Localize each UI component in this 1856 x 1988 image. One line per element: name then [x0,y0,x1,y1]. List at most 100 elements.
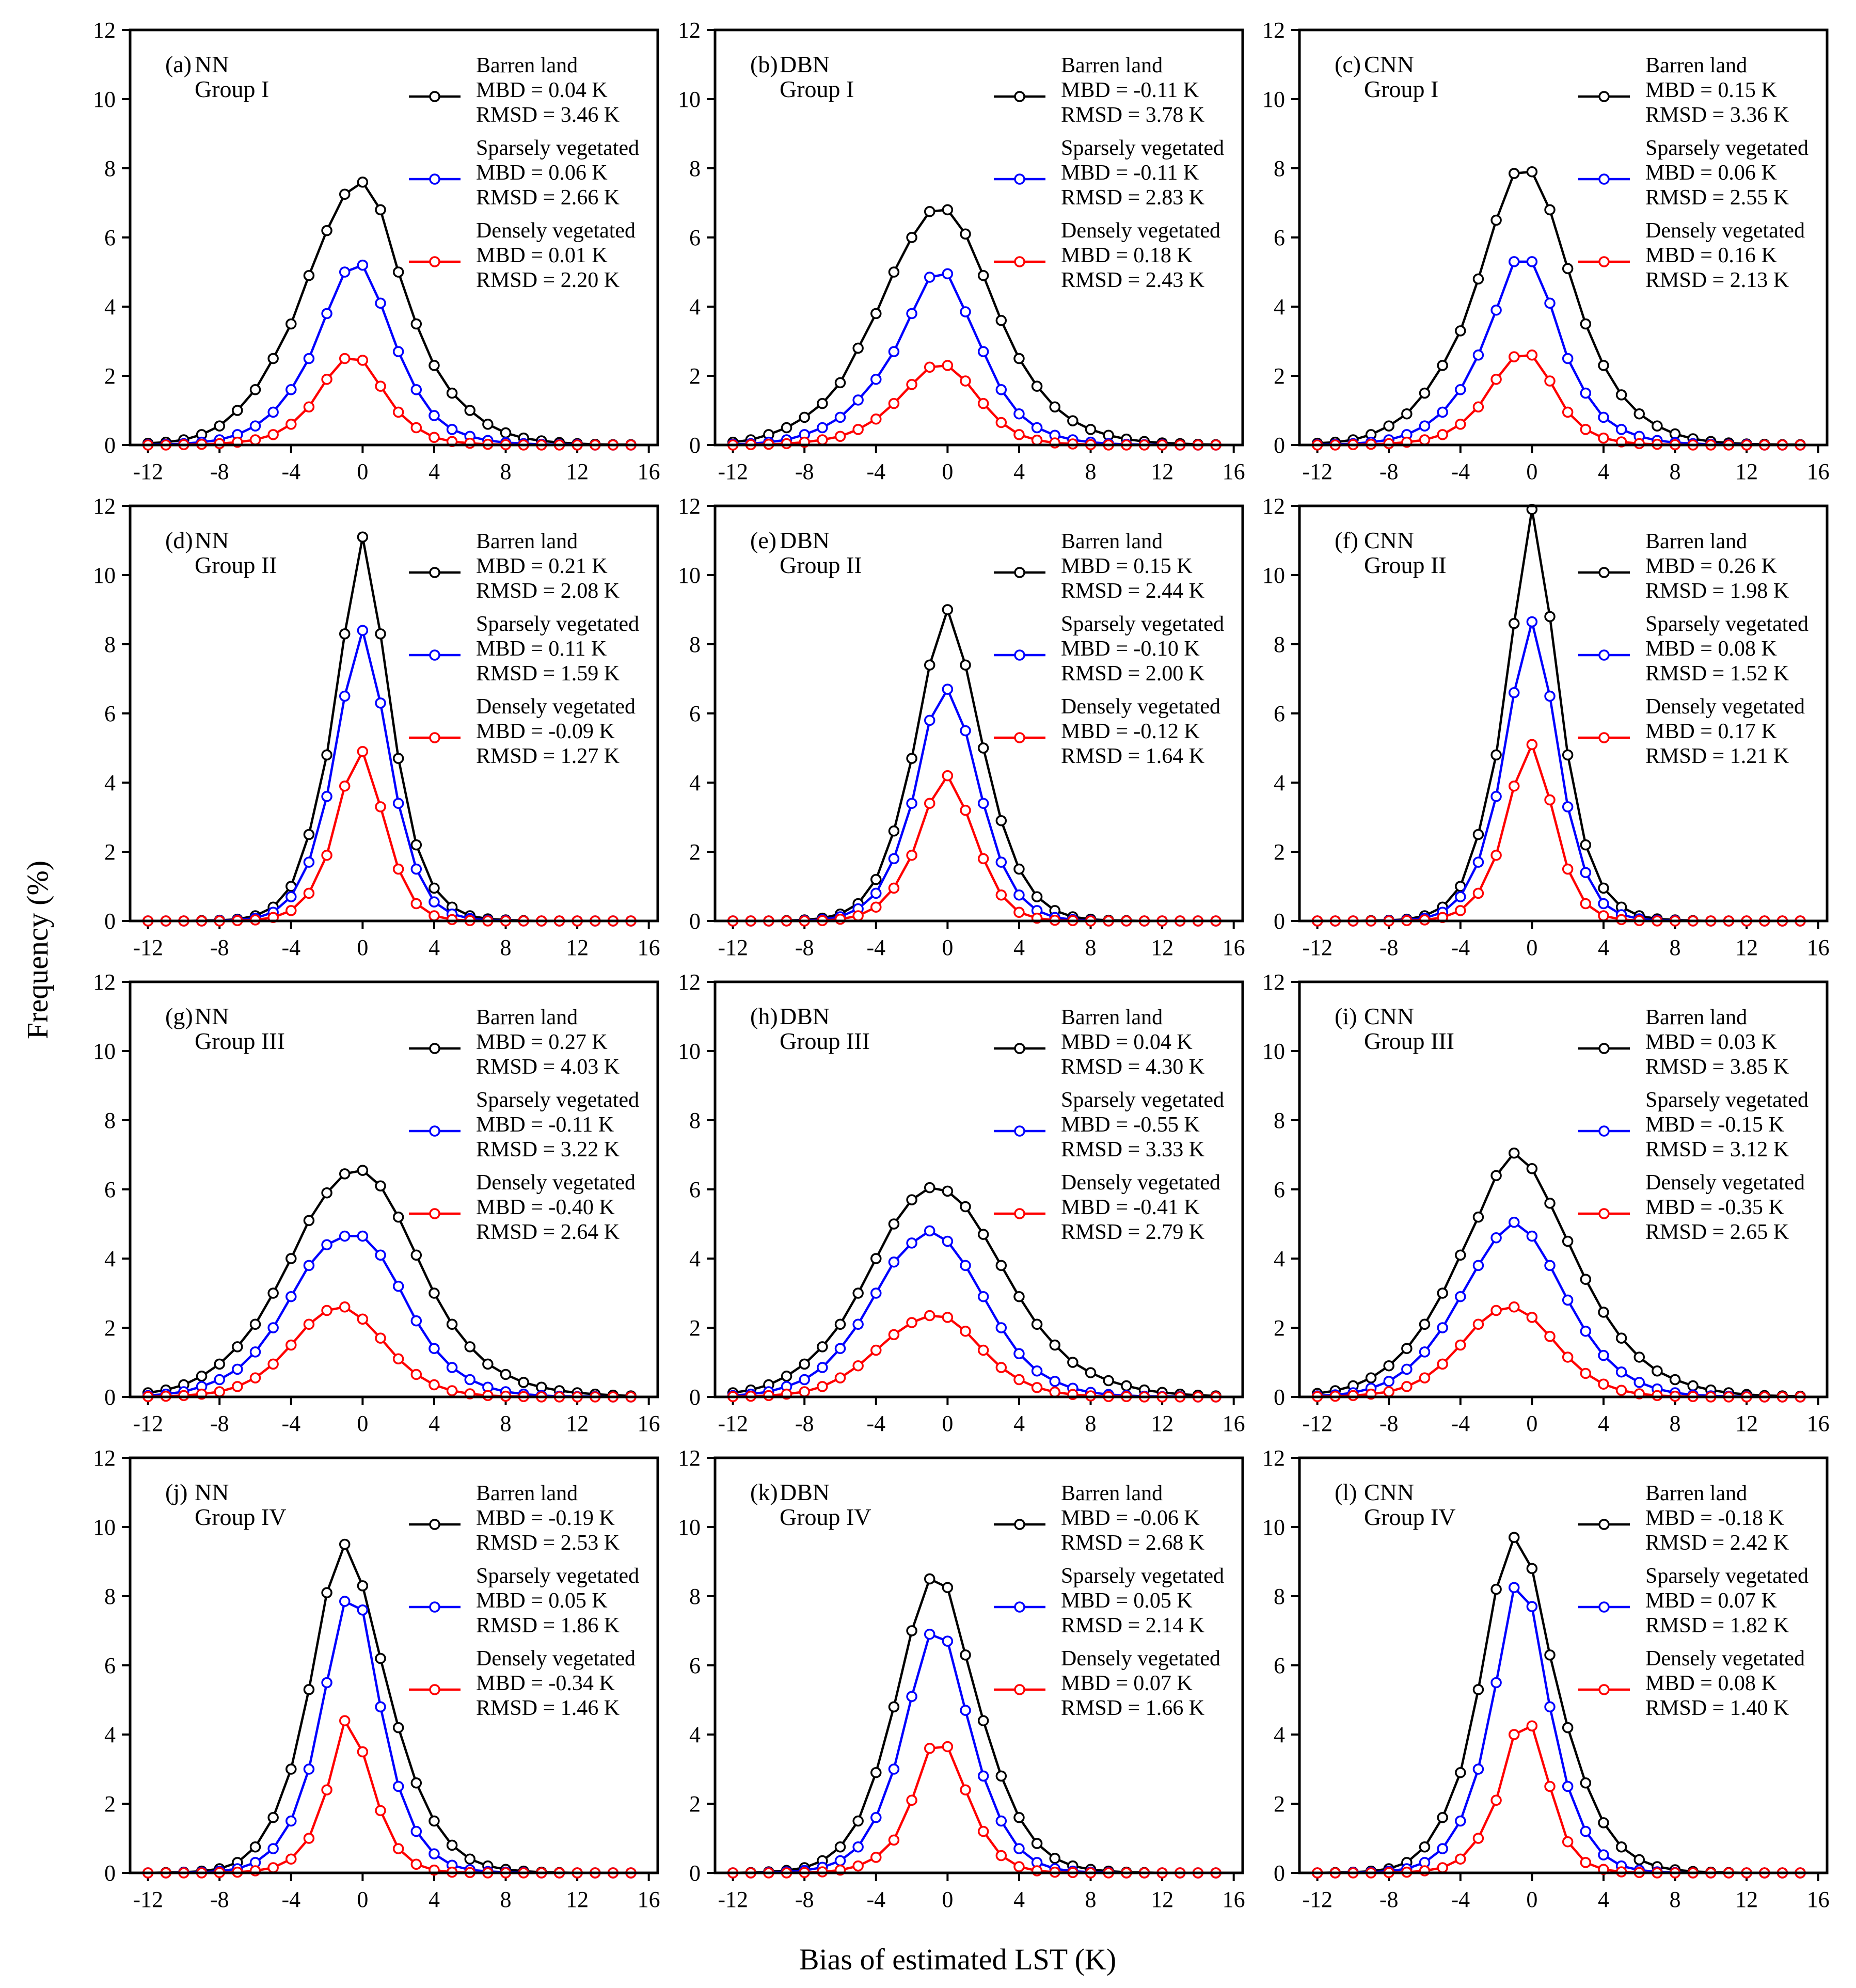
data-point-sparse [410,863,422,875]
data-point-dense [1472,1318,1484,1330]
y-tick-label: 0 [689,1860,701,1886]
x-tick-label: 12 [1151,1411,1173,1436]
data-point-dense [834,1372,846,1383]
y-tick-label: 2 [689,1315,701,1341]
data-point-dense [924,1743,935,1754]
x-tick-label: 16 [1807,1411,1830,1436]
data-point-barren [888,1701,900,1713]
data-point-barren [303,1215,315,1227]
data-point-dense [429,1379,440,1391]
data-point-dense [1031,1382,1043,1393]
data-point-barren [781,1371,792,1382]
stat-rmsd-sparse: RMSD = 1.82 K [1645,1614,1789,1637]
x-tick-label: -12 [133,935,163,960]
data-point-sparse [924,1628,935,1640]
x-tick-label: -4 [1451,1411,1470,1436]
x-tick-label: -8 [210,935,229,960]
data-point-sparse [410,384,422,395]
legend-marker-sparse [429,1601,440,1613]
data-point-dense [1437,1358,1448,1370]
x-tick-label: 8 [1670,459,1681,484]
x-tick-label: 12 [1735,1887,1758,1912]
data-point-sparse [924,714,935,726]
legend-marker-barren [1014,91,1025,102]
data-point-barren [1031,891,1043,902]
data-point-dense [906,1794,917,1806]
data-point-sparse [1598,1349,1609,1361]
data-point-dense [249,434,261,446]
stat-rmsd-sparse: RMSD = 3.33 K [1061,1138,1204,1162]
panel-group: Group IV [780,1504,871,1530]
data-point-sparse [1455,891,1466,902]
data-point-sparse [888,853,900,865]
x-tick-label: 12 [566,1411,589,1436]
data-point-barren [1383,1360,1394,1372]
x-tick-label: 0 [357,1411,368,1436]
y-tick-label: 6 [104,225,116,250]
data-point-barren [1580,839,1592,851]
data-point-sparse [1580,867,1592,878]
legend-marker-sparse [1014,1601,1025,1613]
data-point-barren [410,839,422,851]
data-point-sparse [1490,1677,1502,1689]
data-point-barren [1580,1777,1592,1789]
data-point-dense [303,1318,315,1330]
data-point-sparse [267,1322,279,1333]
data-point-dense [1455,419,1466,430]
data-point-sparse [429,1343,440,1354]
y-tick-label: 0 [689,909,701,934]
data-point-barren [464,1341,475,1353]
y-tick-label: 2 [104,1791,116,1817]
data-point-dense [482,1390,494,1402]
plot-frame [713,980,1244,1398]
plot-frame [1298,980,1829,1398]
data-point-barren [429,1815,440,1827]
y-tick-label: 8 [1274,1108,1285,1133]
stat-mbd-barren: MBD = 0.15 K [1061,554,1193,578]
y-tick-label: 12 [93,969,116,995]
data-point-barren [977,1229,989,1240]
x-axis-label: Bias of estimated LST (K) [799,1943,1116,1976]
panel-label: (g) [165,1003,193,1029]
data-point-barren [1544,204,1556,216]
x-tick-label: -12 [133,459,163,484]
data-point-barren [1049,401,1060,413]
data-point-barren [960,1201,971,1213]
data-point-dense [1472,401,1484,413]
data-point-barren [500,427,512,439]
data-point-sparse [267,406,279,418]
x-tick-label: -4 [866,935,885,960]
data-point-dense [888,1834,900,1846]
data-point-sparse [1490,791,1502,802]
data-point-dense [339,353,351,364]
x-tick-label: -4 [866,1411,885,1436]
x-tick-label: 0 [1526,459,1537,484]
data-point-sparse [410,1825,422,1837]
data-point-dense [410,422,422,434]
data-point-sparse [375,697,386,709]
data-point-sparse [995,384,1007,395]
panel-label: (h) [750,1003,778,1029]
stat-rmsd-barren: RMSD = 3.46 K [476,103,620,127]
data-point-barren [267,1812,279,1823]
data-point-sparse [1455,1815,1466,1827]
data-point-dense [817,1381,828,1392]
y-tick-label: 10 [93,563,116,588]
data-point-dense [214,1386,225,1397]
data-point-sparse [888,346,900,357]
data-point-sparse [1455,384,1466,395]
stat-rmsd-sparse: RMSD = 2.55 K [1645,186,1789,210]
data-point-barren [303,269,315,281]
stat-rmsd-barren: RMSD = 3.78 K [1061,103,1204,127]
panel-group: Group III [1364,1028,1454,1054]
data-point-sparse [1544,1260,1556,1271]
x-tick-label: -8 [1379,1887,1399,1912]
data-point-dense [1383,1386,1394,1397]
data-point-barren [888,266,900,278]
x-tick-label: 16 [1223,459,1245,484]
data-point-sparse [1419,1346,1431,1358]
legend-label-barren: Barren land [476,530,578,553]
x-tick-label: -4 [1451,1887,1470,1912]
